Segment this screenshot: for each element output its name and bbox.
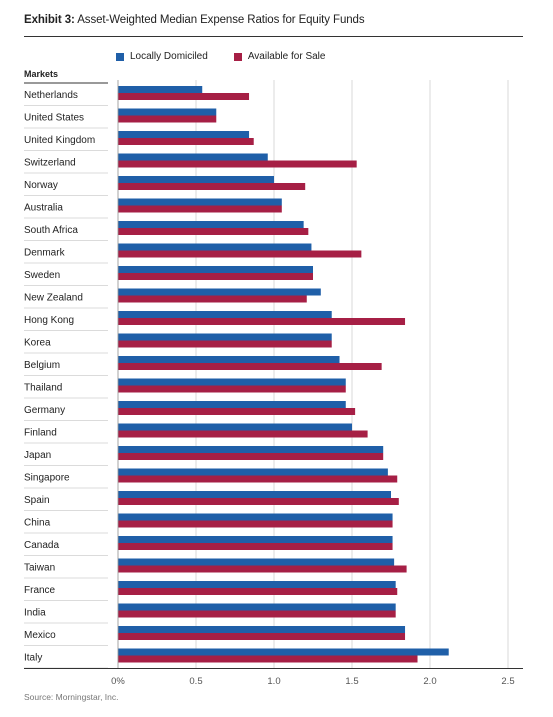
category-header: Markets — [24, 69, 58, 79]
category-label-singapore: Singapore — [24, 472, 70, 483]
bar-available-for-sale-singapore — [118, 475, 398, 483]
bar-available-for-sale-mexico — [118, 633, 406, 640]
bar-available-for-sale-belgium — [118, 363, 382, 370]
category-label-germany: Germany — [24, 405, 65, 416]
bar-available-for-sale-united-kingdom — [118, 138, 254, 145]
bar-available-for-sale-france — [118, 588, 398, 595]
category-label-taiwan: Taiwan — [24, 562, 55, 573]
category-label-thailand: Thailand — [24, 382, 62, 393]
bar-locally-domiciled-germany — [118, 401, 346, 408]
category-label-italy: Italy — [24, 652, 42, 663]
bar-available-for-sale-united-states — [118, 115, 217, 123]
title-text: Asset-Weighted Median Expense Ratios for… — [77, 14, 365, 26]
category-label-mexico: Mexico — [24, 630, 56, 641]
bar-available-for-sale-denmark — [118, 250, 362, 258]
bar-available-for-sale-italy — [118, 655, 418, 663]
bar-locally-domiciled-korea — [118, 333, 332, 341]
legend-swatch-locally-domiciled — [116, 52, 124, 61]
category-label-china: China — [24, 517, 51, 528]
category-label-new-zealand: New Zealand — [24, 292, 83, 303]
bar-available-for-sale-canada — [118, 543, 393, 550]
bar-locally-domiciled-italy — [118, 648, 449, 656]
legend-item-available-for-sale: Available for Sale — [233, 51, 326, 62]
bar-available-for-sale-netherlands — [118, 93, 250, 100]
bar-locally-domiciled-united-kingdom — [118, 131, 250, 138]
bar-available-for-sale-germany — [118, 408, 356, 415]
bar-locally-domiciled-denmark — [118, 243, 312, 251]
category-label-netherlands: Netherlands — [24, 90, 78, 101]
bar-locally-domiciled-finland — [118, 423, 352, 431]
legend-swatch-available-for-sale — [233, 52, 242, 61]
bar-locally-domiciled-new-zealand — [118, 288, 321, 296]
source-note: Source: Morningstar, Inc. — [24, 692, 119, 702]
bar-locally-domiciled-belgium — [118, 356, 340, 363]
category-label-india: India — [24, 607, 46, 618]
x-tick-label-5: 2.5 — [501, 676, 514, 687]
bar-locally-domiciled-taiwan — [118, 558, 395, 566]
category-label-hong-kong: Hong Kong — [24, 315, 74, 326]
bar-locally-domiciled-singapore — [118, 468, 388, 476]
x-tick-label-4: 2.0 — [423, 676, 436, 687]
bar-locally-domiciled-canada — [118, 536, 393, 543]
category-label-united-states: United States — [24, 112, 84, 123]
category-label-spain: Spain — [24, 495, 50, 506]
bar-available-for-sale-australia — [118, 205, 282, 213]
bar-available-for-sale-china — [118, 520, 393, 528]
title-rule — [24, 36, 523, 37]
bar-available-for-sale-korea — [118, 340, 332, 348]
x-tick-label-1: 0.5 — [189, 676, 202, 687]
bar-available-for-sale-south-africa — [118, 228, 309, 235]
bar-locally-domiciled-japan — [118, 446, 384, 453]
bar-locally-domiciled-thailand — [118, 378, 346, 386]
category-label-korea: Korea — [24, 337, 51, 348]
bar-locally-domiciled-netherlands — [118, 86, 203, 93]
x-tick-label-3: 1.5 — [345, 676, 358, 687]
bar-available-for-sale-new-zealand — [118, 295, 307, 303]
bar-available-for-sale-finland — [118, 430, 368, 438]
bar-locally-domiciled-sweden — [118, 266, 313, 273]
bar-available-for-sale-hong-kong — [118, 318, 406, 325]
x-tick-label-2: 1.0 — [267, 676, 280, 687]
bar-locally-domiciled-india — [118, 603, 396, 611]
bar-available-for-sale-japan — [118, 453, 384, 460]
legend-label-available-for-sale: Available for Sale — [247, 51, 326, 62]
bar-locally-domiciled-mexico — [118, 626, 406, 633]
category-label-norway: Norway — [24, 180, 58, 191]
category-label-south-africa: South Africa — [24, 225, 78, 236]
bar-available-for-sale-thailand — [118, 385, 346, 393]
bar-locally-domiciled-china — [118, 513, 393, 521]
bar-available-for-sale-spain — [118, 498, 399, 505]
category-label-canada: Canada — [24, 540, 59, 551]
bar-locally-domiciled-united-states — [118, 108, 217, 116]
category-label-belgium: Belgium — [24, 360, 60, 371]
category-label-australia: Australia — [24, 202, 63, 213]
category-label-finland: Finland — [24, 427, 57, 438]
bar-available-for-sale-switzerland — [118, 160, 357, 168]
exhibit-label: Exhibit 3: — [24, 14, 75, 26]
legend-item-locally-domiciled: Locally Domiciled — [116, 51, 208, 62]
category-label-sweden: Sweden — [24, 270, 60, 281]
category-label-united-kingdom: United Kingdom — [24, 135, 95, 146]
bar-locally-domiciled-australia — [118, 198, 282, 206]
x-tick-label-0: 0% — [111, 676, 125, 687]
bar-locally-domiciled-switzerland — [118, 153, 268, 161]
category-label-france: France — [24, 585, 56, 596]
bar-locally-domiciled-south-africa — [118, 221, 304, 228]
bar-locally-domiciled-hong-kong — [118, 311, 332, 318]
bar-locally-domiciled-spain — [118, 491, 391, 498]
bar-available-for-sale-norway — [118, 183, 306, 190]
legend: Locally Domiciled Available for Sale — [116, 51, 351, 62]
category-label-japan: Japan — [24, 450, 51, 461]
category-label-switzerland: Switzerland — [24, 157, 76, 168]
bar-available-for-sale-india — [118, 610, 396, 618]
bar-locally-domiciled-norway — [118, 176, 274, 183]
category-label-denmark: Denmark — [24, 247, 66, 258]
legend-label-locally-domiciled: Locally Domiciled — [130, 51, 208, 62]
bar-available-for-sale-sweden — [118, 273, 313, 280]
bar-available-for-sale-taiwan — [118, 565, 407, 573]
chart-title: Exhibit 3: Asset-Weighted Median Expense… — [24, 14, 365, 26]
bar-locally-domiciled-france — [118, 581, 396, 588]
